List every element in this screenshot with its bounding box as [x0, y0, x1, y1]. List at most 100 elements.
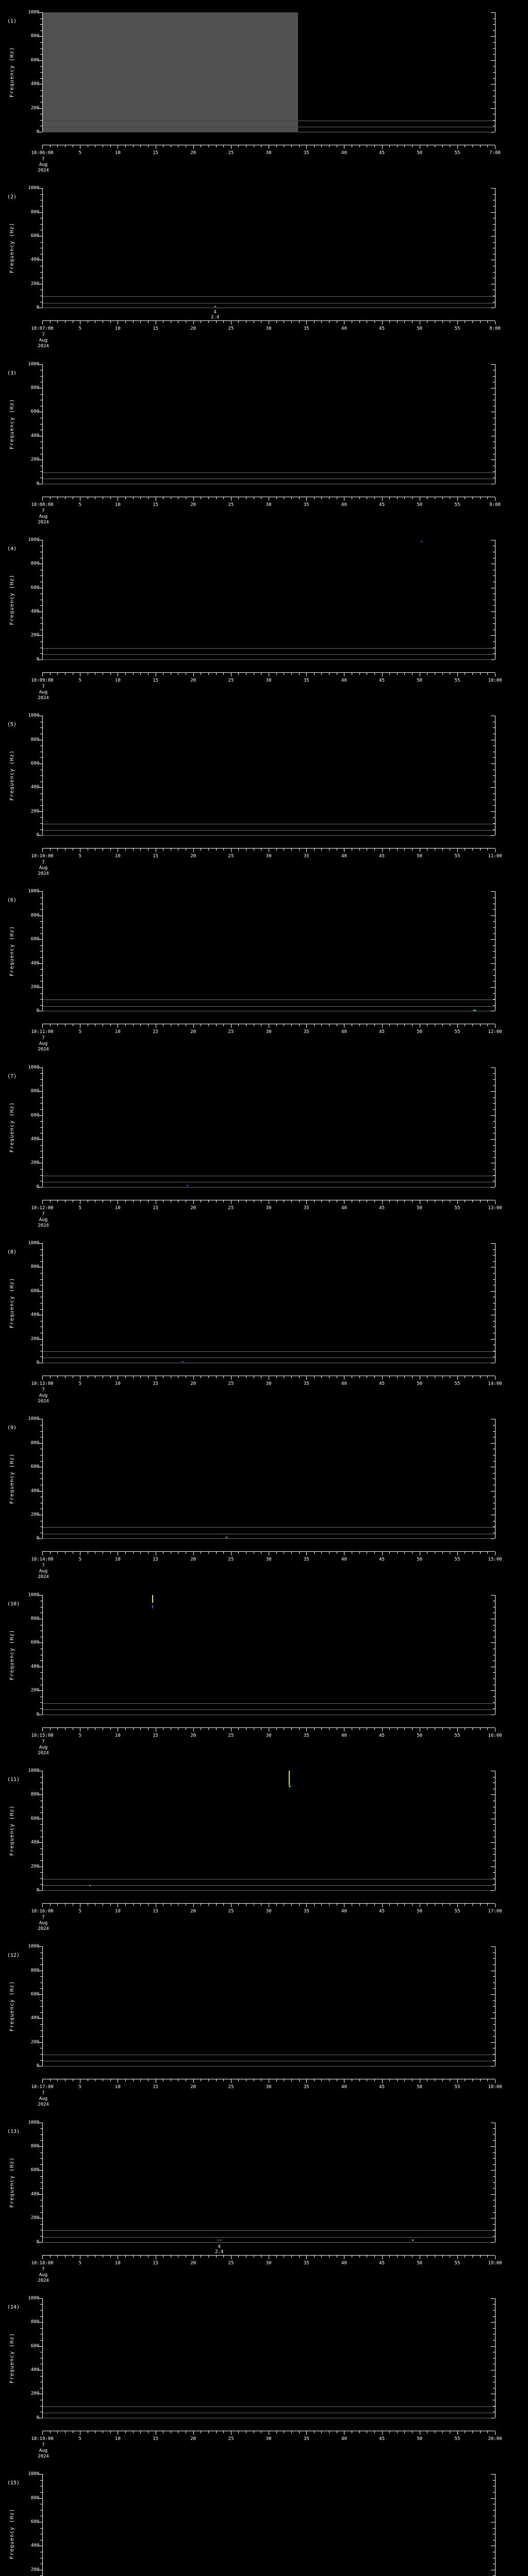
y-minor-tick	[40, 2054, 42, 2055]
x-major-tick	[193, 1727, 194, 1732]
y-tick-label: 0	[36, 481, 39, 486]
y-minor-tick	[40, 2310, 42, 2311]
x-minute-tick-label: 50	[417, 150, 423, 156]
y-minor-tick-right	[493, 641, 495, 642]
y-minor-tick	[40, 2528, 42, 2529]
y-minor-tick	[40, 2030, 42, 2031]
y-minor-tick-right	[493, 927, 495, 928]
y-tick-label: 600	[30, 233, 39, 239]
y-minor-tick-right	[493, 805, 495, 806]
x-minute-tick-label: 15	[153, 326, 158, 332]
y-tick-label: 400	[30, 2015, 39, 2021]
x-minute-tick-label: 10	[114, 2436, 121, 2442]
y-minor-tick-right	[493, 2060, 495, 2061]
x-minute-tick-label: 35	[303, 677, 309, 683]
x-minor-tick	[487, 1552, 488, 1554]
x-minor-tick	[442, 1024, 443, 1027]
x-minute-tick-label: 15	[153, 854, 158, 859]
y-minor-tick-right	[493, 2036, 495, 2037]
x-minor-tick	[374, 321, 375, 324]
y-major-tick-right	[491, 212, 495, 213]
y-minor-tick-right	[493, 2212, 495, 2213]
y-major-tick	[38, 2346, 42, 2347]
x-minor-tick	[50, 849, 51, 851]
y-tick-label: 1000	[28, 889, 39, 894]
x-major-tick	[193, 321, 194, 325]
detection-streak	[152, 1605, 153, 1609]
y-minor-tick-right	[493, 605, 495, 606]
x-major-tick	[495, 1552, 496, 1556]
x-minor-tick	[125, 1903, 126, 1906]
x-minor-tick	[216, 2079, 217, 2082]
x-minute-tick-label: 15	[153, 2436, 158, 2442]
x-minute-tick-label: 5	[78, 1557, 81, 1563]
x-major-tick	[457, 1200, 458, 1204]
y-major-tick	[38, 2018, 42, 2019]
y-minor-tick-right	[493, 993, 495, 994]
x-minor-tick	[276, 1903, 277, 1906]
x-minor-tick	[389, 1727, 390, 1730]
y-minor-tick	[40, 641, 42, 642]
x-minor-tick	[480, 1200, 481, 1202]
y-tick-label: 0	[36, 2063, 39, 2069]
x-minor-tick	[140, 497, 141, 499]
x-minor-tick	[133, 497, 134, 499]
x-major-tick	[230, 2255, 232, 2259]
x-minor-tick	[133, 849, 134, 851]
date-line: 7	[42, 2442, 45, 2448]
x-minor-tick	[208, 1024, 209, 1027]
y-minor-tick	[40, 376, 42, 377]
x-minor-tick	[404, 321, 405, 324]
date-line: 7	[42, 684, 45, 689]
y-minor-tick-right	[493, 575, 495, 577]
x-minor-tick	[480, 2431, 481, 2433]
x-minor-tick	[133, 1200, 134, 1202]
y-minor-tick	[40, 975, 42, 976]
x-minute-tick-label: 20	[190, 2260, 196, 2266]
x-minor-tick	[299, 1376, 300, 1379]
y-axis-title: Frequency (Hz)	[9, 1101, 15, 1153]
x-minute-tick-label: 40	[341, 326, 347, 332]
y-tick-label: 600	[30, 409, 39, 415]
x-minor-tick	[314, 145, 315, 147]
y-minor-tick-right	[493, 1964, 495, 1965]
x-major-tick	[193, 849, 194, 853]
time-axis-line	[42, 2255, 495, 2256]
y-minor-tick	[40, 423, 42, 425]
x-minor-tick	[125, 849, 126, 851]
x-minor-tick	[442, 1376, 443, 1379]
y-tick-label: 1000	[28, 2471, 39, 2477]
x-minor-tick	[321, 145, 322, 147]
y-minor-tick	[40, 2012, 42, 2013]
y-tick-label: 800	[30, 1616, 39, 1622]
y-minor-tick	[40, 1988, 42, 1989]
panel-index-label: (14)	[7, 2304, 20, 2310]
x-minor-tick	[125, 1552, 126, 1554]
y-tick-label: 800	[30, 2495, 39, 2501]
x-minute-tick-label: 35	[303, 1733, 309, 1738]
x-major-tick	[230, 1376, 232, 1380]
y-minor-tick	[40, 30, 42, 31]
x-minor-tick	[238, 497, 239, 499]
y-tick-label: 400	[30, 1136, 39, 1142]
y-minor-tick	[40, 1982, 42, 1983]
y-major-tick-right	[491, 2298, 495, 2299]
x-major-tick	[382, 2079, 383, 2083]
y-minor-tick-right	[493, 2182, 495, 2183]
y-minor-tick	[40, 993, 42, 994]
y-minor-tick	[40, 2376, 42, 2377]
y-minor-tick	[40, 1672, 42, 1673]
x-minor-tick	[374, 672, 375, 675]
date-line: 7	[42, 1739, 45, 1744]
x-minute-tick-label: 20	[190, 150, 196, 156]
y-major-tick-right	[491, 2146, 495, 2147]
y-major-tick	[38, 2322, 42, 2323]
x-minor-tick	[57, 1376, 58, 1379]
y-minor-tick	[40, 253, 42, 255]
y-major-tick	[38, 1794, 42, 1795]
y-minor-tick-right	[493, 2480, 495, 2481]
y-minor-tick	[40, 394, 42, 395]
y-axis-left-spine	[42, 1067, 43, 1187]
x-major-tick	[457, 2079, 458, 2083]
x-minor-tick	[140, 2431, 141, 2433]
